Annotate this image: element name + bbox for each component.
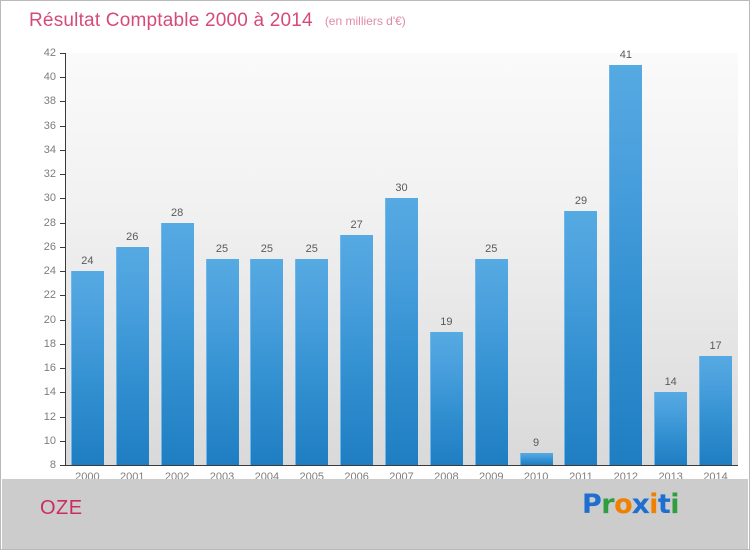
- bar[interactable]: [295, 259, 329, 465]
- bar-value-label: 25: [485, 243, 498, 255]
- y-axis-label: 30: [43, 192, 56, 205]
- x-axis-label: 2004: [254, 471, 280, 483]
- proxiti-logo[interactable]: Proxiti: [582, 489, 680, 520]
- y-axis-label: 22: [43, 289, 56, 302]
- chart-title-bar: Résultat Comptable 2000 à 2014 (en milli…: [1, 1, 749, 41]
- bar[interactable]: [160, 222, 194, 465]
- bar[interactable]: [519, 452, 553, 465]
- logo-letter: t: [657, 489, 671, 520]
- logo-letter: i: [649, 489, 658, 520]
- bar[interactable]: [205, 259, 239, 465]
- x-axis-label: 2006: [344, 471, 369, 483]
- y-axis-label: 18: [43, 337, 56, 350]
- y-axis-line: [65, 53, 66, 465]
- entity-name: OZE: [40, 497, 83, 519]
- bar[interactable]: [564, 210, 598, 465]
- bar[interactable]: [474, 259, 508, 465]
- bar[interactable]: [250, 259, 284, 465]
- logo-letter: x: [631, 489, 650, 520]
- y-axis-tick: [60, 392, 66, 394]
- logo-letter: P: [582, 489, 602, 520]
- bar-value-label: 17: [709, 339, 722, 352]
- y-axis-tick: [60, 125, 66, 127]
- y-axis-label: 16: [43, 362, 56, 375]
- y-axis-tick: [60, 271, 66, 273]
- x-axis-label: 2012: [613, 471, 639, 483]
- y-axis-label: 10: [43, 434, 56, 447]
- x-axis-label: 2014: [703, 471, 728, 483]
- y-axis-tick: [60, 222, 66, 224]
- title-units-note: (en milliers d'€): [324, 14, 406, 28]
- bar[interactable]: [70, 271, 104, 465]
- bar-value-label: 25: [215, 243, 229, 255]
- y-axis-label: 42: [43, 47, 56, 59]
- bar[interactable]: [429, 331, 463, 465]
- y-axis-tick: [60, 53, 66, 54]
- bar-value-label: 27: [350, 218, 363, 231]
- y-axis-label: 12: [43, 410, 56, 423]
- y-axis-label: 36: [43, 119, 56, 132]
- x-axis-label: 2002: [164, 471, 190, 483]
- x-axis-label: 2011: [569, 471, 593, 483]
- y-axis-label: 24: [43, 265, 56, 278]
- x-axis-label: 2000: [75, 471, 100, 483]
- x-axis-line: [65, 465, 738, 466]
- y-axis-label: 38: [43, 95, 56, 108]
- y-axis-tick: [60, 295, 66, 297]
- bar-value-label: 28: [171, 206, 184, 219]
- bar[interactable]: [115, 246, 149, 465]
- y-axis-tick: [60, 174, 66, 176]
- bar-value-label: 26: [126, 230, 139, 243]
- bar-value-label: 30: [395, 182, 408, 195]
- y-axis-tick: [60, 246, 66, 248]
- y-axis-tick: [60, 101, 66, 103]
- y-axis-tick: [60, 368, 66, 370]
- y-axis-label: 28: [43, 216, 56, 229]
- bar-value-label: 41: [619, 49, 632, 62]
- x-axis-label: 2001: [120, 471, 145, 483]
- y-axis-tick: [60, 343, 66, 345]
- y-axis-tick: [60, 440, 66, 442]
- y-axis-label: 14: [43, 386, 56, 399]
- bar[interactable]: [699, 355, 733, 465]
- bar[interactable]: [385, 198, 418, 465]
- bar[interactable]: [609, 65, 643, 465]
- bar-value-label: 25: [260, 243, 274, 255]
- x-axis-label: 2003: [209, 471, 235, 483]
- y-axis-label: 34: [43, 143, 56, 156]
- chart-frame: 8 10 12 14 16 18 20 22 24 26 28 30 32 34 36 38 40 42 24 26…: [8, 41, 744, 483]
- y-axis-tick: [60, 198, 66, 200]
- bar-value-label: 19: [440, 315, 453, 328]
- bar[interactable]: [340, 234, 374, 465]
- bar-value-label: 9: [533, 436, 540, 449]
- y-axis-label: 20: [43, 313, 56, 326]
- x-axis-label: 2007: [389, 471, 414, 483]
- x-axis-label: 2005: [299, 471, 324, 483]
- x-axis-label: 2013: [658, 471, 683, 483]
- y-axis-label: 32: [43, 168, 56, 181]
- bar[interactable]: [654, 392, 688, 465]
- bar-value-label: 14: [664, 376, 677, 389]
- y-axis-label: 8: [49, 459, 56, 471]
- x-axis-label: 2009: [478, 471, 504, 483]
- bar-value-label: 29: [574, 194, 588, 207]
- bar-value-label: 25: [305, 243, 318, 255]
- x-axis-label: 2010: [523, 471, 549, 483]
- y-axis-tick: [60, 149, 66, 151]
- y-axis-label: 40: [43, 71, 56, 84]
- y-axis-tick: [60, 319, 66, 321]
- logo-letter: r: [601, 489, 615, 520]
- x-axis-label: 2008: [434, 471, 459, 483]
- y-axis-label: 26: [43, 240, 56, 253]
- logo-letter: i: [670, 489, 680, 520]
- y-axis-tick: [60, 77, 66, 79]
- page-title: Résultat Comptable 2000 à 2014: [29, 10, 313, 31]
- y-axis-tick: [60, 465, 66, 466]
- footer-bar: OZE Proxiti: [2, 479, 748, 549]
- y-axis-tick: [60, 416, 66, 418]
- logo-letter: o: [614, 489, 633, 520]
- bar-value-label: 24: [81, 255, 94, 268]
